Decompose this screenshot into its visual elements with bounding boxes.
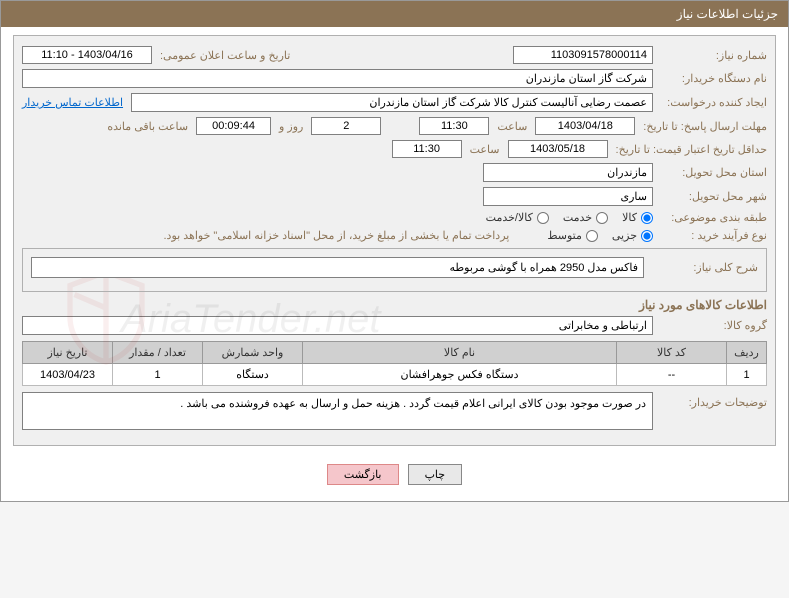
field-province: مازندران (483, 163, 653, 182)
radio-label-small: جزیی (602, 229, 637, 242)
th-row: ردیف (727, 342, 767, 364)
field-days-remain: 2 (311, 117, 381, 135)
items-table: ردیف کد کالا نام کالا واحد شمارش تعداد /… (22, 341, 767, 386)
label-category: طبقه بندی موضوعی: (657, 211, 767, 224)
row-category: طبقه بندی موضوعی: کالا خدمت کالا/خدمت (22, 211, 767, 224)
field-validity-time: 11:30 (392, 140, 462, 158)
field-city: ساری (483, 187, 653, 206)
field-goods-group: ارتباطی و مخابراتی (22, 316, 653, 335)
content-area: AriaTender.net شماره نیاز: 1103091578000… (1, 27, 788, 501)
th-code: کد کالا (617, 342, 727, 364)
row-goods-group: گروه کالا: ارتباطی و مخابراتی (22, 316, 767, 335)
field-deadline-time: 11:30 (419, 117, 489, 135)
row-validity: حداقل تاریخ اعتبار قیمت: تا تاریخ: 1403/… (22, 140, 767, 158)
back-button[interactable]: بازگشت (327, 464, 399, 485)
field-announce: 1403/04/16 - 11:10 (22, 46, 152, 64)
label-requester: ایجاد کننده درخواست: (657, 96, 767, 109)
button-row: چاپ بازگشت (13, 456, 776, 493)
th-unit: واحد شمارش (203, 342, 303, 364)
field-time-remain: 00:09:44 (196, 117, 271, 135)
row-city: شهر محل تحویل: ساری (22, 187, 767, 206)
radio-label-service: خدمت (553, 211, 592, 224)
radio-goods-service[interactable] (537, 212, 549, 224)
row-general-desc: شرح کلی نیاز: فاکس مدل 2950 همراه با گوش… (31, 257, 758, 278)
radio-medium[interactable] (586, 230, 598, 242)
label-hour-1: ساعت (493, 120, 531, 133)
details-panel: شماره نیاز: 1103091578000114 تاریخ و ساع… (13, 35, 776, 446)
row-buyer-org: نام دستگاه خریدار: شرکت گاز استان مازندر… (22, 69, 767, 88)
buyer-contact-link[interactable]: اطلاعات تماس خریدار (22, 96, 123, 109)
field-deadline-date: 1403/04/18 (535, 117, 635, 135)
th-date: تاریخ نیاز (23, 342, 113, 364)
radio-service[interactable] (596, 212, 608, 224)
table-header-row: ردیف کد کالا نام کالا واحد شمارش تعداد /… (23, 342, 767, 364)
field-general-desc: فاکس مدل 2950 همراه با گوشی مربوطه (31, 257, 644, 278)
label-need-no: شماره نیاز: (657, 49, 767, 62)
label-announce: تاریخ و ساعت اعلان عمومی: (156, 49, 294, 62)
radio-label-goods: کالا (612, 211, 637, 224)
field-need-no: 1103091578000114 (513, 46, 653, 64)
label-goods-group: گروه کالا: (657, 319, 767, 332)
radio-label-medium: متوسط (537, 229, 582, 242)
field-remarks: در صورت موجود بودن کالای ایرانی اعلام قی… (22, 392, 653, 430)
field-requester: عصمت رضایی آنالیست کنترل کالا شرکت گاز ا… (131, 93, 653, 112)
radio-goods[interactable] (641, 212, 653, 224)
page-title: جزئیات اطلاعات نیاز (677, 7, 778, 21)
label-general-desc: شرح کلی نیاز: (648, 261, 758, 274)
field-validity-date: 1403/05/18 (508, 140, 608, 158)
td-unit: دستگاه (203, 364, 303, 386)
row-requester: ایجاد کننده درخواست: عصمت رضایی آنالیست … (22, 93, 767, 112)
row-purchase-type: نوع فرآیند خرید : جزیی متوسط پرداخت تمام… (22, 229, 767, 242)
table-row: 1 -- دستگاه فکس جوهرافشان دستگاه 1 1403/… (23, 364, 767, 386)
label-remaining: ساعت باقی مانده (103, 120, 192, 133)
label-purchase-type: نوع فرآیند خرید : (657, 229, 767, 242)
main-container: جزئیات اطلاعات نیاز AriaTender.net شماره… (0, 0, 789, 502)
label-hour-2: ساعت (466, 143, 504, 156)
td-qty: 1 (113, 364, 203, 386)
label-deadline: مهلت ارسال پاسخ: تا تاریخ: (639, 120, 767, 133)
td-row: 1 (727, 364, 767, 386)
row-need-number: شماره نیاز: 1103091578000114 تاریخ و ساع… (22, 46, 767, 64)
title-bar: جزئیات اطلاعات نیاز (1, 1, 788, 27)
row-deadline: مهلت ارسال پاسخ: تا تاریخ: 1403/04/18 سا… (22, 117, 767, 135)
row-province: استان محل تحویل: مازندران (22, 163, 767, 182)
label-validity: حداقل تاریخ اعتبار قیمت: تا تاریخ: (612, 143, 767, 156)
label-province: استان محل تحویل: (657, 166, 767, 179)
description-section: شرح کلی نیاز: فاکس مدل 2950 همراه با گوش… (22, 248, 767, 292)
radio-small[interactable] (641, 230, 653, 242)
print-button[interactable]: چاپ (408, 464, 463, 485)
row-remarks: توضیحات خریدار: در صورت موجود بودن کالای… (22, 392, 767, 430)
label-remarks: توضیحات خریدار: (657, 392, 767, 409)
payment-note: پرداخت تمام یا بخشی از مبلغ خرید، از محل… (164, 229, 510, 242)
label-city: شهر محل تحویل: (657, 190, 767, 203)
td-code: -- (617, 364, 727, 386)
label-day-and: روز و (275, 120, 307, 133)
radio-group-type: جزیی متوسط (537, 229, 653, 242)
td-date: 1403/04/23 (23, 364, 113, 386)
th-name: نام کالا (303, 342, 617, 364)
radio-group-category: کالا خدمت کالا/خدمت (476, 211, 653, 224)
th-qty: تعداد / مقدار (113, 342, 203, 364)
td-name: دستگاه فکس جوهرافشان (303, 364, 617, 386)
items-info-heading: اطلاعات کالاهای مورد نیاز (22, 298, 767, 312)
label-buyer-org: نام دستگاه خریدار: (657, 72, 767, 85)
field-buyer-org: شرکت گاز استان مازندران (22, 69, 653, 88)
radio-label-goods-service: کالا/خدمت (476, 211, 533, 224)
